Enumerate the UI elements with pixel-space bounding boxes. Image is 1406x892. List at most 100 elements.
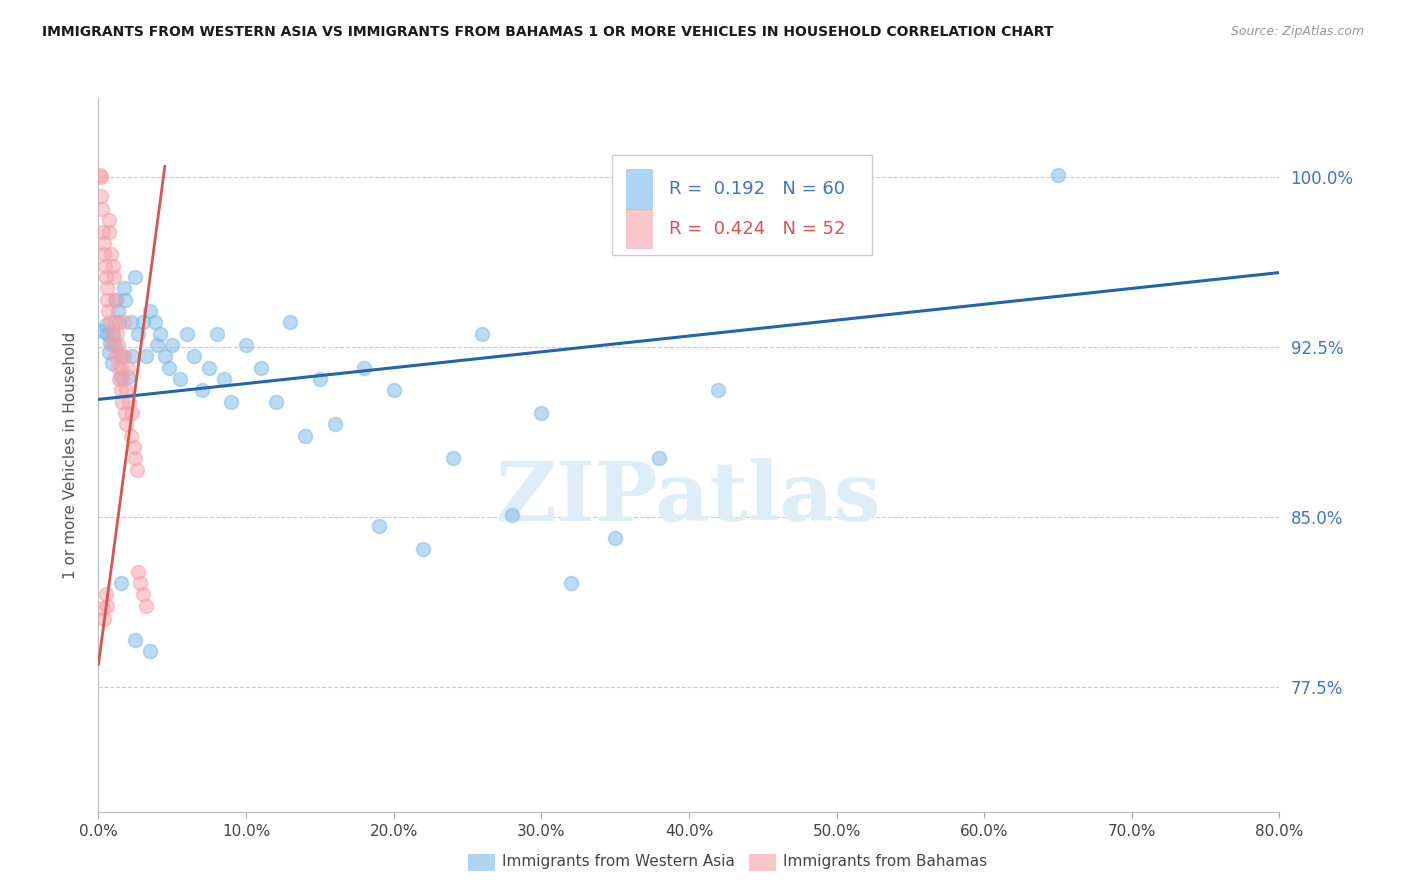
Text: Immigrants from Western Asia: Immigrants from Western Asia: [502, 855, 735, 869]
Point: [117, 360, 139, 375]
Point: [108, 315, 131, 329]
Point: [412, 541, 434, 556]
Text: Immigrants from Bahamas: Immigrants from Bahamas: [783, 855, 987, 869]
Point: [235, 338, 257, 352]
Point: [121, 350, 143, 364]
Point: [143, 315, 166, 329]
Point: [124, 632, 146, 647]
Point: [103, 259, 125, 273]
Point: [105, 350, 128, 364]
Point: [128, 575, 150, 590]
Point: [97, 213, 120, 227]
Point: [107, 338, 129, 352]
Point: [125, 463, 148, 477]
FancyBboxPatch shape: [612, 155, 872, 255]
Text: Source: ZipAtlas.com: Source: ZipAtlas.com: [1230, 25, 1364, 38]
Point: [103, 326, 125, 341]
Point: [94, 587, 117, 601]
Text: ZIPatlas: ZIPatlas: [496, 458, 882, 538]
Point: [441, 451, 464, 466]
Point: [98, 225, 121, 239]
Point: [100, 338, 122, 352]
Point: [501, 508, 523, 522]
Y-axis label: 1 or more Vehicles in Household: 1 or more Vehicles in Household: [63, 331, 77, 579]
Point: [107, 304, 129, 318]
Point: [110, 575, 132, 590]
Point: [105, 293, 128, 307]
Point: [104, 338, 127, 352]
Point: [94, 259, 117, 273]
Point: [91, 325, 114, 339]
Point: [114, 384, 136, 398]
Point: [132, 587, 155, 601]
Point: [110, 369, 132, 384]
Point: [250, 360, 273, 375]
Point: [111, 372, 134, 386]
Point: [264, 394, 287, 409]
Point: [169, 372, 191, 386]
Point: [280, 315, 302, 329]
Point: [124, 451, 146, 466]
Point: [153, 350, 176, 364]
Point: [135, 350, 157, 364]
Point: [114, 406, 136, 420]
Point: [117, 369, 139, 384]
Point: [120, 315, 142, 329]
Point: [294, 428, 316, 442]
Point: [97, 304, 120, 318]
Point: [96, 599, 118, 613]
FancyBboxPatch shape: [626, 169, 652, 209]
Point: [98, 335, 121, 350]
Point: [353, 360, 375, 375]
Point: [105, 326, 128, 341]
Point: [205, 326, 228, 341]
Point: [98, 315, 121, 329]
Point: [110, 360, 132, 375]
Point: [91, 225, 114, 239]
Point: [90, 188, 112, 202]
Point: [120, 428, 142, 442]
Point: [93, 612, 115, 626]
Point: [146, 338, 169, 352]
Point: [124, 270, 146, 285]
Point: [149, 326, 172, 341]
Point: [118, 394, 141, 409]
Point: [157, 360, 180, 375]
Point: [121, 406, 143, 420]
Point: [104, 293, 127, 307]
Point: [96, 326, 118, 341]
Point: [110, 384, 132, 398]
Point: [103, 270, 125, 285]
Point: [93, 236, 115, 251]
Point: [309, 372, 332, 386]
Point: [191, 384, 214, 398]
Point: [530, 406, 553, 420]
Point: [122, 440, 145, 454]
Point: [91, 600, 114, 615]
Text: R =  0.424   N = 52: R = 0.424 N = 52: [669, 219, 845, 237]
Point: [176, 326, 198, 341]
Point: [107, 360, 129, 375]
Point: [139, 304, 162, 318]
Point: [91, 202, 114, 216]
Point: [323, 417, 346, 432]
Point: [198, 360, 221, 375]
Point: [648, 451, 671, 466]
Point: [96, 281, 118, 295]
Point: [183, 350, 205, 364]
Point: [108, 350, 131, 364]
Text: R =  0.192   N = 60: R = 0.192 N = 60: [669, 180, 845, 198]
Point: [112, 315, 135, 329]
Point: [127, 326, 149, 341]
Point: [1047, 168, 1070, 182]
Point: [101, 326, 124, 341]
Point: [115, 417, 138, 432]
Point: [382, 384, 405, 398]
Point: [104, 315, 127, 329]
Point: [132, 315, 155, 329]
Point: [368, 519, 391, 533]
Point: [127, 565, 149, 579]
Point: [100, 356, 122, 370]
Point: [221, 394, 243, 409]
Text: IMMIGRANTS FROM WESTERN ASIA VS IMMIGRANTS FROM BAHAMAS 1 OR MORE VEHICLES IN HO: IMMIGRANTS FROM WESTERN ASIA VS IMMIGRAN…: [42, 25, 1053, 39]
